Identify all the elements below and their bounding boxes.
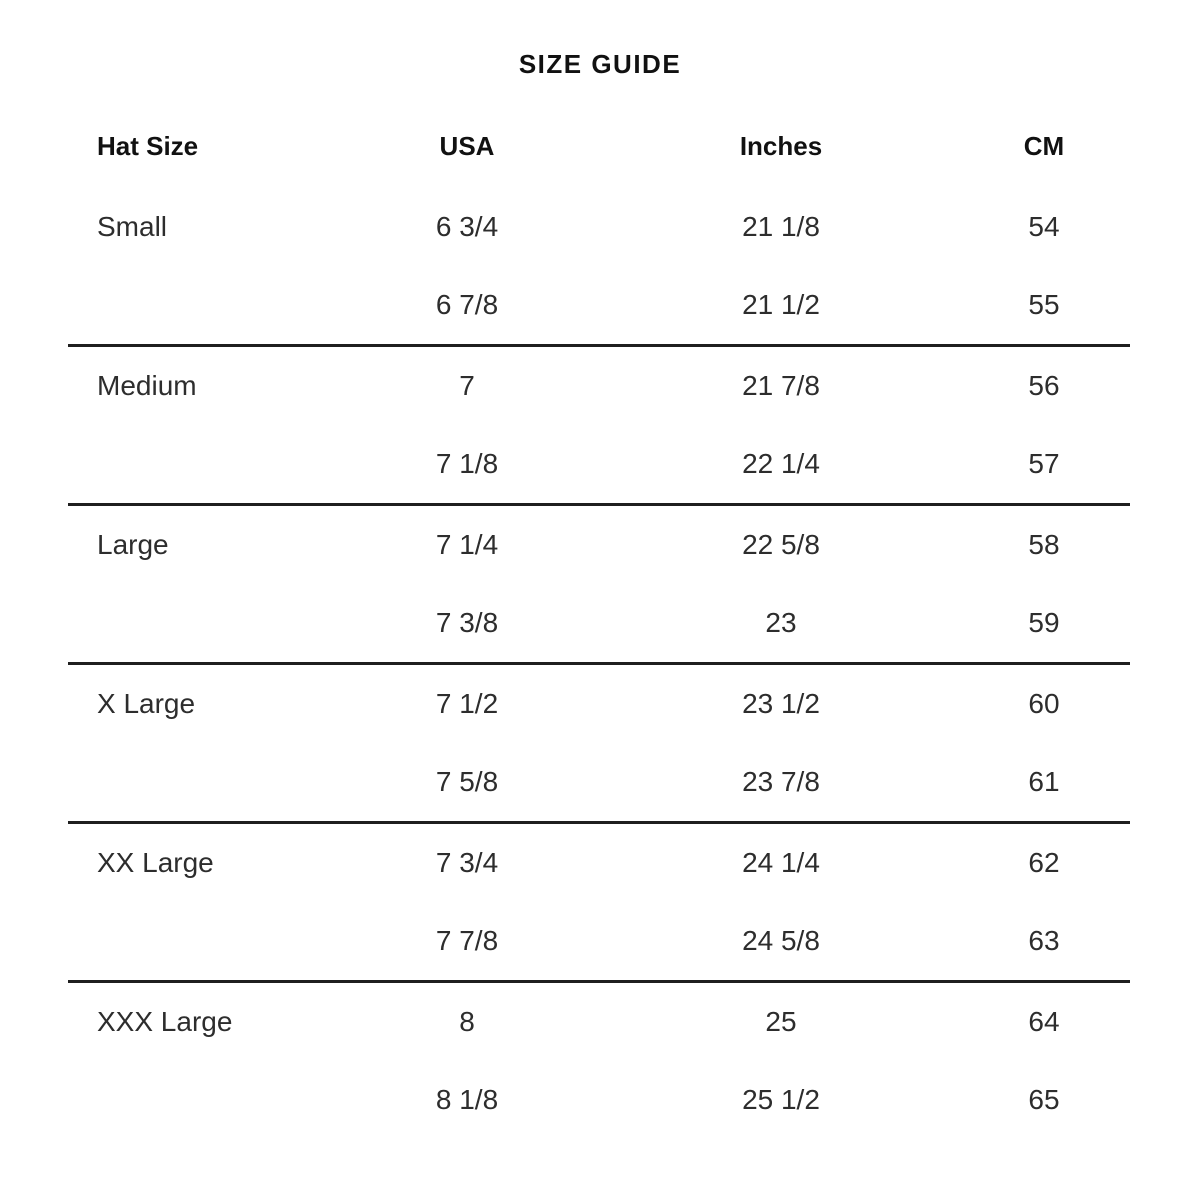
cm-cell: 63: [1028, 925, 1060, 956]
table-row: 7 5/8 23 7/8 61: [68, 743, 1130, 821]
table-body: Small 6 3/4 21 1/8 54 6 7/8 21 1/2 55 Me…: [68, 188, 1130, 1142]
usa-cell: 8 1/8: [435, 1084, 499, 1115]
usa-cell: 6 3/4: [435, 211, 499, 242]
inches-cell: 23 7/8: [742, 766, 820, 797]
usa-cell: 7 1/2: [435, 688, 499, 719]
cm-cell: 59: [1028, 607, 1060, 638]
table-row: 7 3/8 23 59: [68, 584, 1130, 662]
table-row: Large 7 1/4 22 5/8 58: [68, 506, 1130, 584]
hat-size-cell: XXX Large: [97, 1006, 233, 1037]
table-row: 8 1/8 25 1/2 65: [68, 1061, 1130, 1139]
table-row: 7 7/8 24 5/8 63: [68, 902, 1130, 980]
inches-cell: 24 5/8: [742, 925, 820, 956]
inches-cell: 24 1/4: [742, 847, 820, 878]
usa-cell: 7 3/8: [435, 607, 499, 638]
cm-cell: 55: [1028, 289, 1060, 320]
header-usa: USA: [439, 130, 495, 161]
size-group-small: Small 6 3/4 21 1/8 54 6 7/8 21 1/2 55: [68, 188, 1130, 347]
size-guide-table: Hat Size USA Inches CM Small 6 3/4 21 1/…: [68, 106, 1130, 1142]
inches-cell: 23 1/2: [742, 688, 820, 719]
usa-cell: 7 5/8: [435, 766, 499, 797]
table-row: Small 6 3/4 21 1/8 54: [68, 188, 1130, 266]
cm-cell: 58: [1028, 529, 1060, 560]
size-group-xx-large: XX Large 7 3/4 24 1/4 62 7 7/8 24 5/8 63: [68, 824, 1130, 983]
inches-cell: 25: [765, 1006, 797, 1037]
hat-size-cell: Large: [97, 529, 169, 560]
cm-cell: 62: [1028, 847, 1060, 878]
table-row: XX Large 7 3/4 24 1/4 62: [68, 824, 1130, 902]
hat-size-cell: XX Large: [97, 847, 214, 878]
table-header-row: Hat Size USA Inches CM: [68, 106, 1130, 186]
hat-size-cell: Small: [97, 211, 168, 242]
size-group-xxx-large: XXX Large 8 25 64 8 1/8 25 1/2 65: [68, 983, 1130, 1142]
table-row: 6 7/8 21 1/2 55: [68, 266, 1130, 344]
size-group-large: Large 7 1/4 22 5/8 58 7 3/8 23 59: [68, 506, 1130, 665]
inches-cell: 22 1/4: [742, 448, 820, 479]
usa-cell: 7 7/8: [435, 925, 499, 956]
cm-cell: 56: [1028, 370, 1060, 401]
inches-cell: 23: [765, 607, 797, 638]
usa-cell: 7: [459, 370, 475, 401]
page-title: SIZE GUIDE: [518, 49, 682, 79]
hat-size-cell: Medium: [97, 370, 197, 401]
size-group-medium: Medium 7 21 7/8 56 7 1/8 22 1/4 57: [68, 347, 1130, 506]
cm-cell: 61: [1028, 766, 1060, 797]
inches-cell: 25 1/2: [742, 1084, 820, 1115]
table-row: 7 1/8 22 1/4 57: [68, 425, 1130, 503]
table-row: Medium 7 21 7/8 56: [68, 347, 1130, 425]
header-hat-size: Hat Size: [97, 130, 199, 161]
table-row: XXX Large 8 25 64: [68, 983, 1130, 1061]
usa-cell: 7 1/4: [435, 529, 499, 560]
cm-cell: 64: [1028, 1006, 1060, 1037]
cm-cell: 57: [1028, 448, 1060, 479]
cm-cell: 60: [1028, 688, 1060, 719]
usa-cell: 8: [459, 1006, 475, 1037]
table-row: X Large 7 1/2 23 1/2 60: [68, 665, 1130, 743]
header-cm: CM: [1023, 130, 1065, 161]
inches-cell: 22 5/8: [742, 529, 820, 560]
cm-cell: 65: [1028, 1084, 1060, 1115]
header-inches: Inches: [739, 130, 823, 161]
inches-cell: 21 7/8: [742, 370, 820, 401]
inches-cell: 21 1/2: [742, 289, 820, 320]
size-group-x-large: X Large 7 1/2 23 1/2 60 7 5/8 23 7/8 61: [68, 665, 1130, 824]
inches-cell: 21 1/8: [742, 211, 820, 242]
usa-cell: 6 7/8: [435, 289, 499, 320]
hat-size-cell: X Large: [97, 688, 196, 719]
usa-cell: 7 1/8: [435, 448, 499, 479]
usa-cell: 7 3/4: [435, 847, 499, 878]
cm-cell: 54: [1028, 211, 1060, 242]
